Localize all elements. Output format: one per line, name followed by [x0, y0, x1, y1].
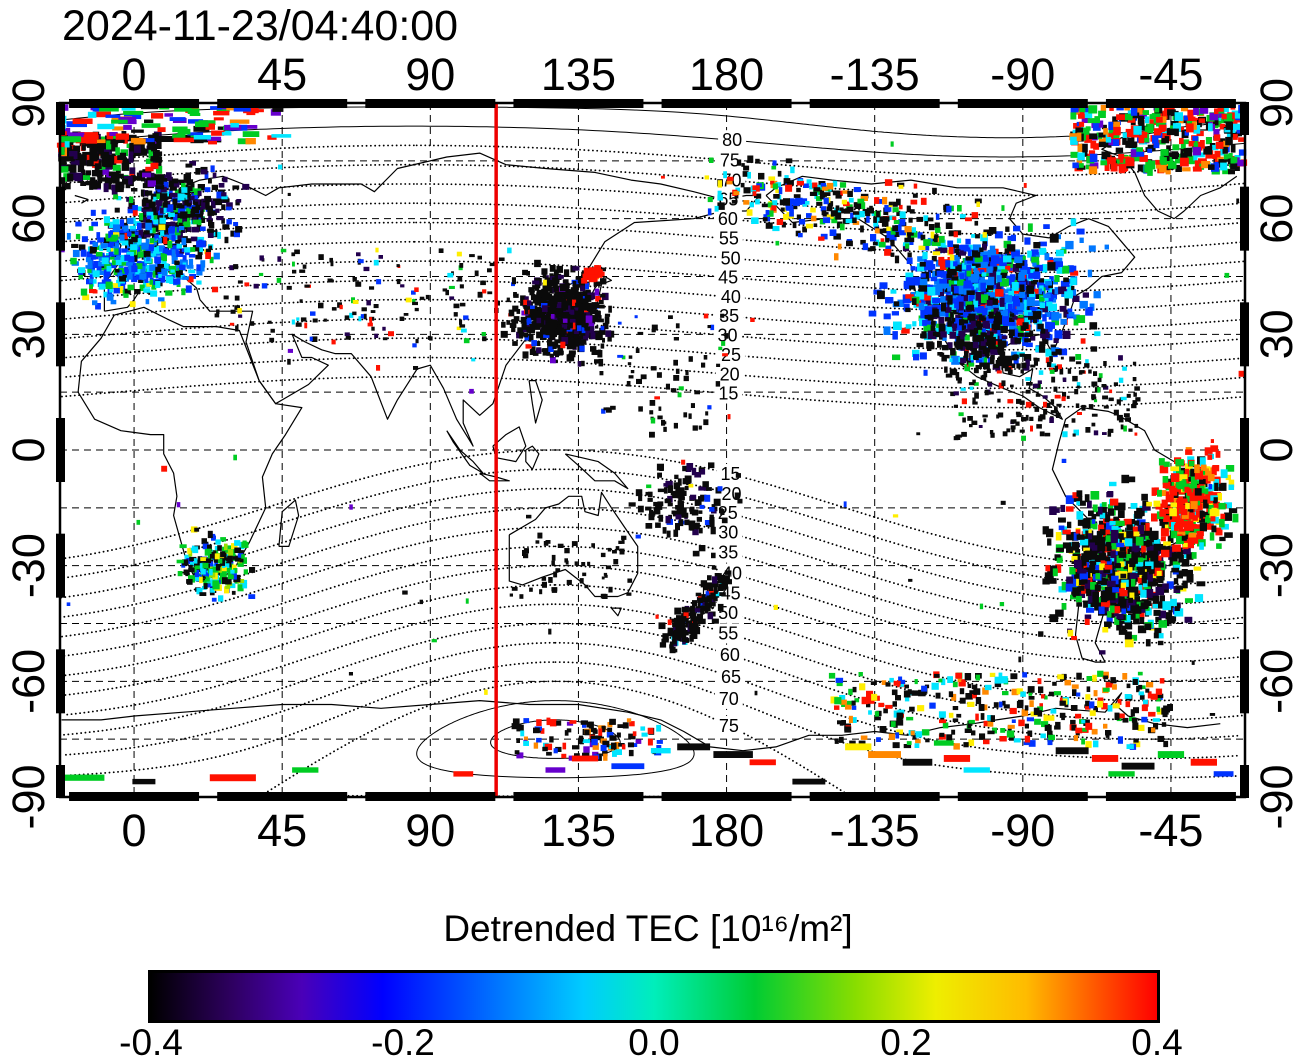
y-tick-label-left: -60 [3, 649, 54, 714]
magnetic-contours [59, 106, 1246, 798]
x-tick-label-top: -90 [990, 49, 1055, 100]
axis-tick-bars [56, 99, 1249, 801]
y-tick-label-right: -90 [1251, 764, 1296, 829]
contour-label: 75 [720, 150, 740, 170]
contour-label: 55 [719, 229, 739, 249]
axis-tick-labels: 0045459090135135180180-135-135-90-90-45-… [3, 49, 1296, 856]
contour-labels: 1520253035404550556065707580152025303540… [713, 130, 747, 736]
tec-data-points [56, 102, 1248, 785]
contour-label: 25 [721, 345, 741, 365]
y-tick-label-right: 0 [1251, 437, 1296, 462]
x-tick-label-top: 45 [257, 49, 307, 100]
y-tick-label-right: -30 [1251, 533, 1296, 598]
y-tick-label-left: 0 [3, 437, 54, 462]
colorbar-title: Detrended TEC [10¹⁶/m²] [443, 908, 853, 949]
contour-label: 15 [718, 384, 738, 404]
contour-label: 70 [719, 689, 739, 709]
y-tick-label-right: 30 [1251, 309, 1296, 359]
contour-label: 35 [719, 306, 739, 326]
x-tick-label-bottom: -45 [1138, 805, 1203, 856]
y-tick-label-right: -60 [1251, 649, 1296, 714]
x-tick-label-bottom: 180 [689, 805, 764, 856]
timestamp: 2024-11-23/04:40:00 [62, 2, 459, 50]
colorbar-tick-label: -0.2 [371, 1022, 435, 1063]
contour-label: 60 [718, 209, 738, 229]
x-tick-label-bottom: 90 [405, 805, 455, 856]
x-tick-label-top: 0 [122, 49, 147, 100]
y-tick-label-left: -30 [3, 533, 54, 598]
contour-label: 60 [720, 645, 740, 665]
x-tick-label-top: 90 [405, 49, 455, 100]
x-tick-label-top: -135 [830, 49, 920, 100]
contour-label: 55 [718, 623, 738, 643]
x-tick-label-bottom: -135 [830, 805, 920, 856]
colorbar-tick-label: -0.4 [119, 1022, 183, 1063]
y-tick-label-left: -90 [3, 764, 54, 829]
x-tick-label-bottom: 135 [541, 805, 616, 856]
contour-label: 15 [721, 464, 741, 484]
contour-label: 20 [720, 364, 740, 384]
y-tick-label-left: 90 [3, 78, 54, 128]
y-tick-label-right: 90 [1251, 78, 1296, 128]
colorbar-tick-label: 0.0 [628, 1022, 680, 1063]
x-tick-label-top: 135 [541, 49, 616, 100]
x-tick-label-top: 180 [689, 49, 764, 100]
y-tick-label-left: 30 [3, 309, 54, 359]
grid-lines [60, 103, 1245, 797]
contour-label: 45 [718, 267, 738, 287]
contour-label: 35 [718, 543, 738, 563]
x-tick-label-top: -45 [1138, 49, 1203, 100]
colorbar-tick-label: 0.2 [880, 1022, 932, 1063]
x-tick-label-bottom: -90 [990, 805, 1055, 856]
contour-label: 75 [719, 716, 739, 736]
y-tick-label-left: 60 [3, 194, 54, 244]
contour-label: 65 [721, 667, 741, 687]
x-tick-label-bottom: 45 [257, 805, 307, 856]
contour-label: 50 [721, 248, 741, 268]
y-tick-label-right: 60 [1251, 194, 1296, 244]
colorbar [148, 970, 1160, 1023]
colorbar-tick-label: 0.4 [1131, 1022, 1183, 1063]
contour-label: 40 [721, 287, 741, 307]
x-tick-label-bottom: 0 [122, 805, 147, 856]
contour-label: 30 [718, 523, 738, 543]
contour-label: 80 [722, 130, 742, 150]
